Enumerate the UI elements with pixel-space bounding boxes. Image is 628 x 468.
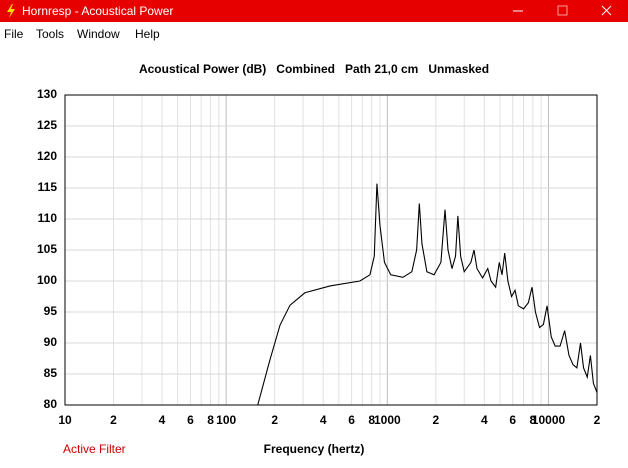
x-tick-label: 6 [509, 413, 516, 427]
close[interactable] [601, 5, 612, 16]
menu-bar: File Tools Window Help [0, 22, 628, 44]
app-icon [7, 4, 15, 18]
status-label[interactable]: Active Filter [63, 442, 126, 456]
x-axis-label: Frequency (hertz) [264, 442, 365, 456]
y-tick-label: 125 [37, 118, 57, 132]
chart-title: Acoustical Power (dB) Combined Path 21,0… [139, 62, 489, 76]
x-tick-label: 8 [207, 413, 214, 427]
x-tick-label: 4 [481, 413, 488, 427]
x-tick-label: 2 [110, 413, 117, 427]
y-tick-label: 120 [37, 149, 57, 163]
x-tick-label: 8 [368, 413, 375, 427]
y-tick-label: 115 [38, 180, 58, 194]
y-tick-label: 90 [44, 335, 58, 349]
y-tick-label: 105 [37, 242, 57, 256]
x-tick-label: 8 [530, 413, 537, 427]
x-tick-label: 6 [348, 413, 355, 427]
chart: Acoustical Power (dB) Combined Path 21,0… [37, 62, 601, 456]
x-tick-label: 4 [320, 413, 327, 427]
window-controls[interactable] [510, 0, 620, 22]
y-tick-label: 110 [38, 211, 58, 225]
x-tick-label: 1000 [374, 413, 401, 427]
x-tick-label: 100 [216, 413, 236, 427]
plot-frame [64, 94, 598, 406]
data-line [257, 183, 598, 406]
x-tick-label: 10000 [532, 413, 566, 427]
y-tick-label: 100 [37, 273, 57, 287]
menu-item[interactable]: Tools [36, 27, 65, 41]
x-tick-label: 2 [432, 413, 439, 427]
y-tick-label: 85 [44, 366, 58, 380]
menu-item[interactable]: File [4, 27, 24, 41]
window-title: Hornresp - Acoustical Power [22, 4, 174, 18]
y-tick-label: 130 [37, 87, 57, 101]
y-tick-label: 95 [44, 304, 58, 318]
x-tick-label: 6 [187, 413, 194, 427]
x-tick-label: 10 [58, 413, 72, 427]
x-tick-label: 2 [271, 413, 278, 427]
title-bar: Hornresp - Acoustical Power [0, 0, 628, 22]
y-tick-label: 80 [44, 397, 58, 411]
x-tick-label: 4 [159, 413, 166, 427]
menu-item[interactable]: Window [77, 27, 120, 41]
maximize[interactable] [557, 5, 568, 16]
x-tick-label: 2 [594, 413, 601, 427]
menu-item[interactable]: Help [135, 27, 160, 41]
